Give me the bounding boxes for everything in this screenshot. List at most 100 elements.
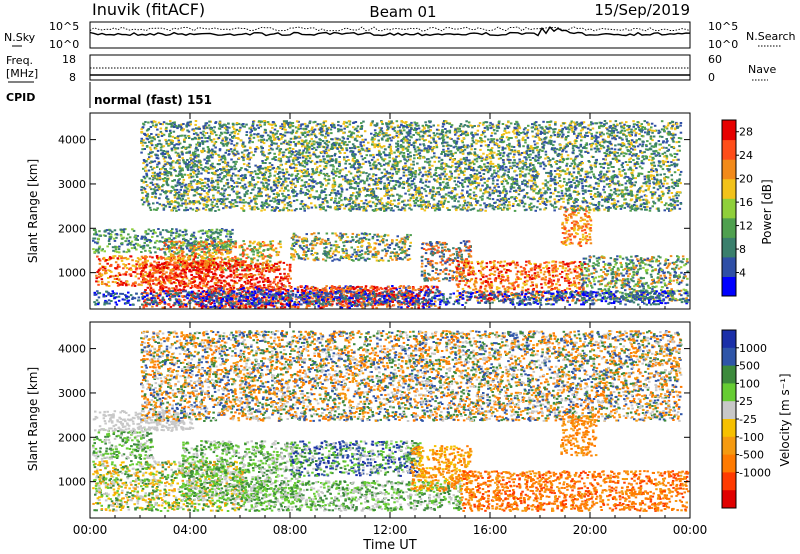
range-cell <box>685 283 689 286</box>
range-cell <box>439 261 442 264</box>
range-cell <box>202 278 205 281</box>
range-cell <box>576 207 580 210</box>
range-cell <box>551 271 555 274</box>
range-cell <box>494 267 497 269</box>
range-cell <box>151 256 154 259</box>
range-cell <box>183 286 186 288</box>
range-cell <box>209 236 213 239</box>
range-cell <box>332 244 335 247</box>
range-cell <box>290 247 293 250</box>
range-cell <box>293 255 296 258</box>
range-cell <box>202 268 206 271</box>
range-cell <box>271 286 275 289</box>
range-cell <box>165 267 169 269</box>
range-cell <box>165 264 169 267</box>
range-cell <box>256 254 259 257</box>
range-cell <box>151 235 154 238</box>
range-cell <box>296 288 300 291</box>
range-cell <box>364 252 367 255</box>
range-cell <box>177 257 181 259</box>
range-cell <box>466 279 469 282</box>
range-cell <box>168 248 172 251</box>
range-cell <box>400 237 404 240</box>
range-cell <box>228 284 231 287</box>
range-cell <box>558 284 561 287</box>
range-cell <box>554 268 557 271</box>
range-cell <box>188 242 192 245</box>
range-cell <box>422 296 425 299</box>
range-cell <box>385 303 389 306</box>
range-cell <box>590 272 593 275</box>
range-cell <box>219 296 223 299</box>
range-cell <box>355 290 359 293</box>
range-cell <box>379 292 383 295</box>
range-cell <box>330 288 333 290</box>
range-cell <box>465 246 468 249</box>
range-cell <box>141 247 145 250</box>
range-cell <box>488 277 492 280</box>
range-cell <box>155 255 159 258</box>
range-cell <box>501 299 505 302</box>
range-cell <box>186 285 190 288</box>
range-cell <box>630 293 633 295</box>
range-cell <box>569 241 573 244</box>
range-cell <box>183 242 186 245</box>
range-cell <box>517 294 520 296</box>
range-cell <box>639 257 643 260</box>
range-cell <box>366 250 370 253</box>
range-cell <box>145 240 149 242</box>
range-cell <box>581 225 585 228</box>
range-cell <box>634 255 638 258</box>
range-cell <box>201 248 204 251</box>
range-cell <box>116 275 119 278</box>
range-cell <box>457 294 461 297</box>
range-cell <box>256 291 260 294</box>
range-cell <box>178 240 181 243</box>
range-cell <box>152 246 156 249</box>
range-cell <box>421 243 424 246</box>
range-cell <box>269 298 273 301</box>
range-cell <box>162 256 165 259</box>
range-cell <box>366 304 369 307</box>
range-cell <box>597 264 600 267</box>
range-cell <box>118 245 121 248</box>
range-cell <box>416 297 420 300</box>
range-cell <box>118 283 121 286</box>
range-cell <box>161 285 164 288</box>
range-cell <box>358 250 361 253</box>
range-cell <box>147 279 150 282</box>
range-cell <box>345 289 348 291</box>
range-cell <box>177 235 180 238</box>
range-cell <box>207 264 211 267</box>
range-cell <box>353 248 356 251</box>
range-cell <box>220 304 224 307</box>
range-cell <box>317 298 320 301</box>
range-cell <box>577 266 580 269</box>
range-cell <box>507 269 511 272</box>
range-cell <box>459 275 462 278</box>
range-cell <box>157 293 160 296</box>
range-cell <box>271 244 274 247</box>
range-cell <box>417 304 421 307</box>
range-cell <box>407 287 410 290</box>
range-cell <box>276 276 279 278</box>
range-cell <box>249 262 253 265</box>
range-cell <box>289 301 292 304</box>
range-cell <box>100 249 103 252</box>
range-cell <box>307 247 310 250</box>
range-cell <box>391 285 394 287</box>
range-cell <box>201 245 204 248</box>
range-cell <box>441 263 444 266</box>
range-cell <box>470 278 474 281</box>
range-cell <box>175 230 179 233</box>
range-cell <box>427 277 430 280</box>
range-cell <box>231 306 234 309</box>
range-cell <box>512 284 515 287</box>
range-cell <box>178 229 182 232</box>
range-cell <box>196 270 200 273</box>
range-cell <box>271 270 275 272</box>
range-cell <box>490 298 493 301</box>
range-cell <box>209 285 212 288</box>
range-cell <box>200 302 203 305</box>
range-cell <box>394 287 398 290</box>
